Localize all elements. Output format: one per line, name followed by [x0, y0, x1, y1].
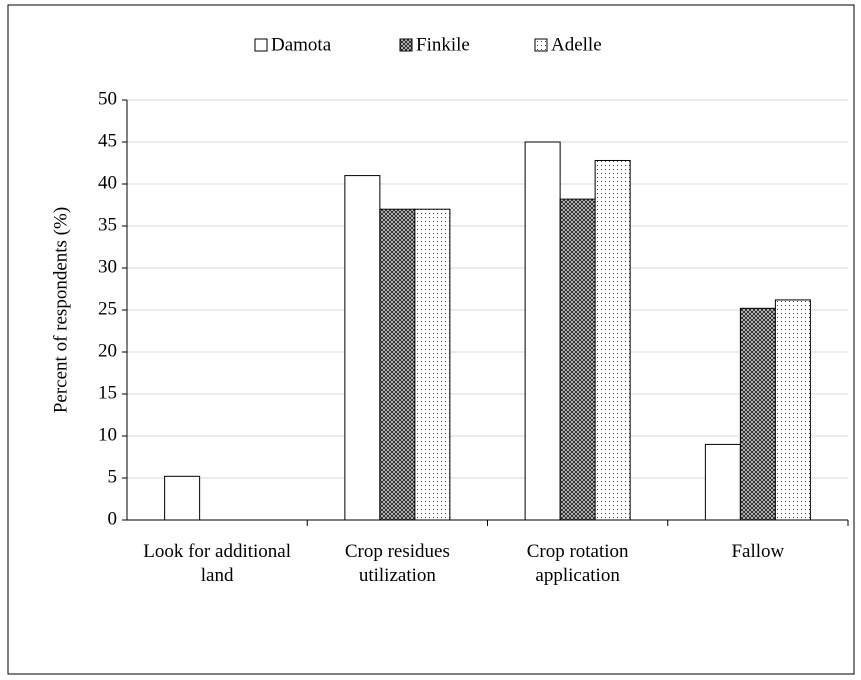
- legend-swatch: [534, 38, 548, 52]
- legend-swatch: [254, 38, 268, 52]
- bar: [344, 175, 381, 521]
- x-tick-label: Look for additional land: [143, 541, 291, 586]
- y-tick-label: 5: [108, 466, 118, 487]
- y-tick-label: 50: [98, 88, 117, 109]
- bar: [594, 159, 631, 521]
- y-tick-label: 25: [98, 298, 117, 319]
- y-tick-label: 30: [98, 256, 117, 277]
- y-tick-label: 40: [98, 172, 117, 193]
- legend-label: Damota: [271, 34, 332, 55]
- bar: [379, 208, 416, 521]
- y-tick-label: 20: [98, 340, 117, 361]
- bar: [414, 208, 451, 521]
- bar: [164, 475, 201, 521]
- bar: [739, 307, 776, 521]
- y-tick-label: 10: [98, 424, 117, 445]
- x-tick-label: Crop residues utilization: [344, 541, 450, 586]
- y-tick-label: 0: [108, 508, 118, 529]
- y-axis-label: Percent of respondents (%): [50, 207, 71, 413]
- bar: [774, 299, 811, 521]
- legend-label: Finkile: [416, 34, 470, 55]
- bar: [524, 141, 561, 521]
- y-tick-label: 35: [98, 214, 117, 235]
- y-tick-label: 15: [98, 382, 117, 403]
- legend-swatch: [399, 38, 413, 52]
- y-tick-label: 45: [98, 130, 117, 151]
- x-tick-label: Fallow: [731, 541, 785, 562]
- bar: [559, 198, 596, 521]
- bar: [704, 443, 741, 521]
- x-tick-label: Crop rotation application: [526, 541, 629, 586]
- legend-label: Adelle: [551, 34, 602, 55]
